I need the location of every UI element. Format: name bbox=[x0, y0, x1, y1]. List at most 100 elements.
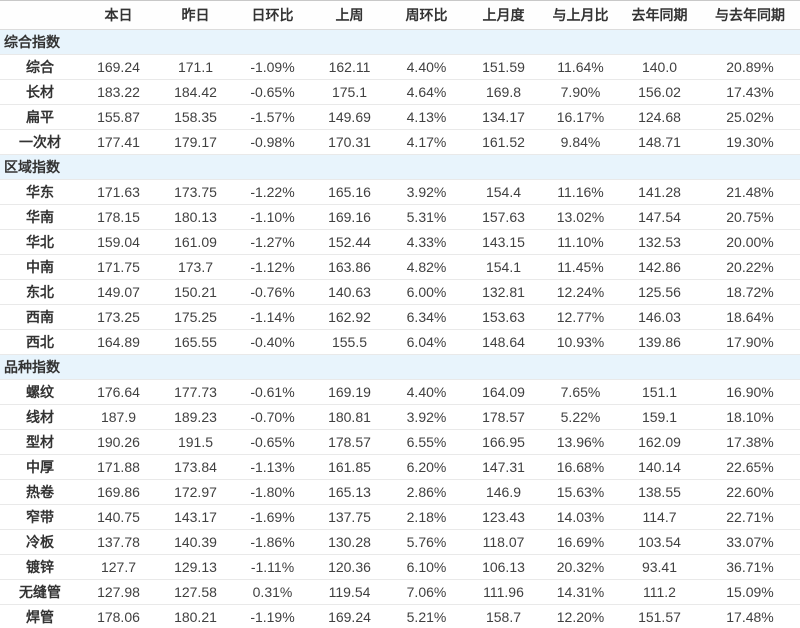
value-cell: 130.28 bbox=[328, 534, 371, 550]
percent-cell: -1.14% bbox=[250, 309, 295, 325]
percent-cell: 13.96% bbox=[556, 434, 605, 450]
value-cell: 146.03 bbox=[638, 309, 681, 325]
percent-cell: 5.31% bbox=[406, 209, 447, 225]
percent-cell: 16.68% bbox=[556, 459, 605, 475]
section-title: 综合指数 bbox=[4, 34, 60, 50]
value-cell: 159.04 bbox=[97, 234, 140, 250]
table-row: 镀锌 127.7 129.13 -1.11% 120.36 6.10% 106.13 20.3… bbox=[0, 554, 800, 580]
percent-cell: 0.31% bbox=[252, 584, 293, 600]
percent-cell: 20.75% bbox=[726, 209, 774, 225]
table-row: 东北 149.07 150.21 -0.76% 140.63 6.00% 132.81 12.… bbox=[0, 279, 800, 305]
column-header: 上周 bbox=[335, 7, 364, 23]
percent-cell: 15.63% bbox=[556, 484, 605, 500]
value-cell: 169.24 bbox=[328, 609, 371, 625]
value-cell: 183.22 bbox=[97, 84, 140, 100]
table-row: 华北 159.04 161.09 -1.27% 152.44 4.33% 143.15 11.… bbox=[0, 229, 800, 255]
percent-cell: 6.55% bbox=[406, 434, 447, 450]
percent-cell: -0.65% bbox=[250, 84, 295, 100]
percent-cell: 4.64% bbox=[406, 84, 447, 100]
value-cell: 173.7 bbox=[177, 259, 214, 275]
percent-cell: -1.57% bbox=[250, 109, 295, 125]
percent-cell: 2.18% bbox=[406, 509, 447, 525]
percent-cell: -1.86% bbox=[250, 534, 295, 550]
percent-cell: -1.13% bbox=[250, 459, 295, 475]
value-cell: 169.24 bbox=[97, 59, 140, 75]
value-cell: 141.28 bbox=[638, 184, 681, 200]
percent-cell: -1.11% bbox=[250, 559, 295, 575]
percent-cell: 16.69% bbox=[556, 534, 605, 550]
value-cell: 127.58 bbox=[174, 584, 217, 600]
table-row: 线材 187.9 189.23 -0.70% 180.81 3.92% 178.57 5.22… bbox=[0, 404, 800, 430]
percent-cell: 5.22% bbox=[560, 409, 601, 425]
table-row: 中厚 171.88 173.84 -1.13% 161.85 6.20% 147.31 16.… bbox=[0, 454, 800, 480]
percent-cell: -1.80% bbox=[250, 484, 295, 500]
value-cell: 165.13 bbox=[328, 484, 371, 500]
value-cell: 151.1 bbox=[641, 384, 678, 400]
value-cell: 143.17 bbox=[174, 509, 217, 525]
percent-cell: 20.22% bbox=[726, 259, 774, 275]
value-cell: 118.07 bbox=[482, 534, 525, 550]
percent-cell: 11.16% bbox=[557, 184, 604, 200]
value-cell: 162.11 bbox=[328, 59, 371, 75]
column-header: 与上月比 bbox=[552, 7, 609, 23]
table-row: 窄带 140.75 143.17 -1.69% 137.75 2.18% 123.43 14.… bbox=[0, 504, 800, 530]
percent-cell: 18.72% bbox=[726, 284, 774, 300]
value-cell: 178.57 bbox=[482, 409, 525, 425]
value-cell: 165.16 bbox=[328, 184, 371, 200]
percent-cell: 19.30% bbox=[726, 134, 774, 150]
value-cell: 150.21 bbox=[174, 284, 217, 300]
percent-cell: -1.12% bbox=[250, 259, 295, 275]
percent-cell: 7.90% bbox=[560, 84, 601, 100]
value-cell: 106.13 bbox=[482, 559, 525, 575]
percent-cell: 13.02% bbox=[556, 209, 605, 225]
value-cell: 171.75 bbox=[97, 259, 140, 275]
percent-cell: 25.02% bbox=[726, 109, 774, 125]
column-header: 去年同期 bbox=[631, 7, 688, 23]
value-cell: 156.02 bbox=[638, 84, 681, 100]
percent-cell: 20.00% bbox=[726, 234, 774, 250]
value-cell: 111.2 bbox=[643, 584, 676, 600]
value-cell: 138.55 bbox=[638, 484, 681, 500]
value-cell: 149.07 bbox=[97, 284, 140, 300]
row-label: 华南 bbox=[26, 209, 54, 225]
value-cell: 155.87 bbox=[97, 109, 140, 125]
value-cell: 132.53 bbox=[638, 234, 681, 250]
value-cell: 148.64 bbox=[482, 334, 525, 350]
value-cell: 164.09 bbox=[482, 384, 525, 400]
value-cell: 178.15 bbox=[97, 209, 140, 225]
percent-cell: 12.20% bbox=[556, 609, 605, 625]
value-cell: 166.95 bbox=[482, 434, 525, 450]
percent-cell: 17.38% bbox=[726, 434, 774, 450]
percent-cell: 2.86% bbox=[406, 484, 447, 500]
percent-cell: 4.13% bbox=[406, 109, 447, 125]
percent-cell: 7.65% bbox=[560, 384, 601, 400]
value-cell: 165.55 bbox=[174, 334, 217, 350]
row-label: 华北 bbox=[26, 234, 54, 250]
percent-cell: 4.40% bbox=[406, 384, 447, 400]
row-label: 型材 bbox=[26, 434, 54, 450]
percent-cell: 17.90% bbox=[726, 334, 774, 350]
row-label: 镀锌 bbox=[26, 559, 54, 575]
value-cell: 157.63 bbox=[482, 209, 525, 225]
value-cell: 161.09 bbox=[174, 234, 217, 250]
value-cell: 140.63 bbox=[328, 284, 371, 300]
percent-cell: 21.48% bbox=[726, 184, 774, 200]
value-cell: 180.81 bbox=[328, 409, 371, 425]
section-title: 品种指数 bbox=[4, 359, 60, 375]
value-cell: 177.41 bbox=[97, 134, 140, 150]
row-label: 华东 bbox=[26, 184, 54, 200]
row-label: 中厚 bbox=[26, 459, 54, 475]
value-cell: 153.63 bbox=[482, 309, 525, 325]
table-row: 西北 164.89 165.55 -0.40% 155.5 6.04% 148.64 10.9… bbox=[0, 329, 800, 355]
row-label: 螺纹 bbox=[26, 384, 54, 400]
percent-cell: -0.98% bbox=[250, 134, 295, 150]
value-cell: 170.31 bbox=[328, 134, 371, 150]
value-cell: 142.86 bbox=[638, 259, 681, 275]
value-cell: 140.14 bbox=[638, 459, 681, 475]
value-cell: 127.7 bbox=[100, 559, 137, 575]
value-cell: 132.81 bbox=[482, 284, 525, 300]
value-cell: 178.06 bbox=[97, 609, 140, 625]
percent-cell: -1.22% bbox=[250, 184, 295, 200]
value-cell: 146.9 bbox=[485, 484, 522, 500]
percent-cell: 11.45% bbox=[557, 259, 604, 275]
